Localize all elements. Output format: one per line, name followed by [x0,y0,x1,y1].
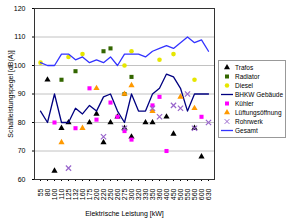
html-text:Rohrwerk: Rohrwerk [235,118,263,125]
svg-text:250: 250 [107,188,114,200]
svg-text:120: 120 [14,5,26,12]
svg-text:630: 630 [205,188,212,200]
svg-text:200: 200 [93,188,100,200]
svg-text:Elektrische Leistung [kW]: Elektrische Leistung [kW] [85,210,164,218]
svg-text:260: 260 [114,188,121,200]
svg-text:360: 360 [156,188,163,200]
svg-text:160: 160 [79,188,86,200]
html-text:BHKW Gebäude: BHKW Gebäude [235,91,284,98]
svg-text:110: 110 [58,188,65,199]
svg-text:60: 60 [18,176,26,183]
svg-text:80: 80 [18,119,26,126]
html-text:Trafos: Trafos [235,64,254,71]
svg-text:55: 55 [37,188,44,196]
svg-text:100: 100 [14,62,26,69]
svg-text:300: 300 [128,188,135,200]
svg-text:550: 550 [184,188,191,200]
html-text:Diesel: Diesel [235,82,254,89]
svg-text:220: 220 [100,188,107,200]
html-text:Radiator: Radiator [235,73,260,80]
svg-text:110: 110 [14,33,25,40]
html-text:Kühler: Kühler [235,100,254,107]
svg-text:80: 80 [44,188,51,196]
svg-text:320: 320 [135,188,142,200]
svg-text:100: 100 [51,188,58,200]
svg-text:350: 350 [149,188,156,200]
svg-text:600: 600 [198,188,205,200]
svg-text:125: 125 [65,188,72,200]
svg-text:132: 132 [72,188,79,200]
svg-text:275: 275 [121,188,128,200]
html-text:Gesamt: Gesamt [235,127,258,134]
svg-text:70: 70 [18,147,26,154]
svg-text:450: 450 [170,188,177,200]
svg-text:330: 330 [142,188,149,200]
html-text:Lüftungsöffnung: Lüftungsöffnung [235,109,282,116]
svg-text:Schallleistungspegel [dB(A)]: Schallleistungspegel [dB(A)] [7,50,15,138]
svg-text:175: 175 [86,188,93,200]
svg-text:90: 90 [18,90,26,97]
svg-text:560: 560 [191,188,198,200]
svg-text:400: 400 [163,188,170,200]
svg-text:500: 500 [177,188,184,200]
